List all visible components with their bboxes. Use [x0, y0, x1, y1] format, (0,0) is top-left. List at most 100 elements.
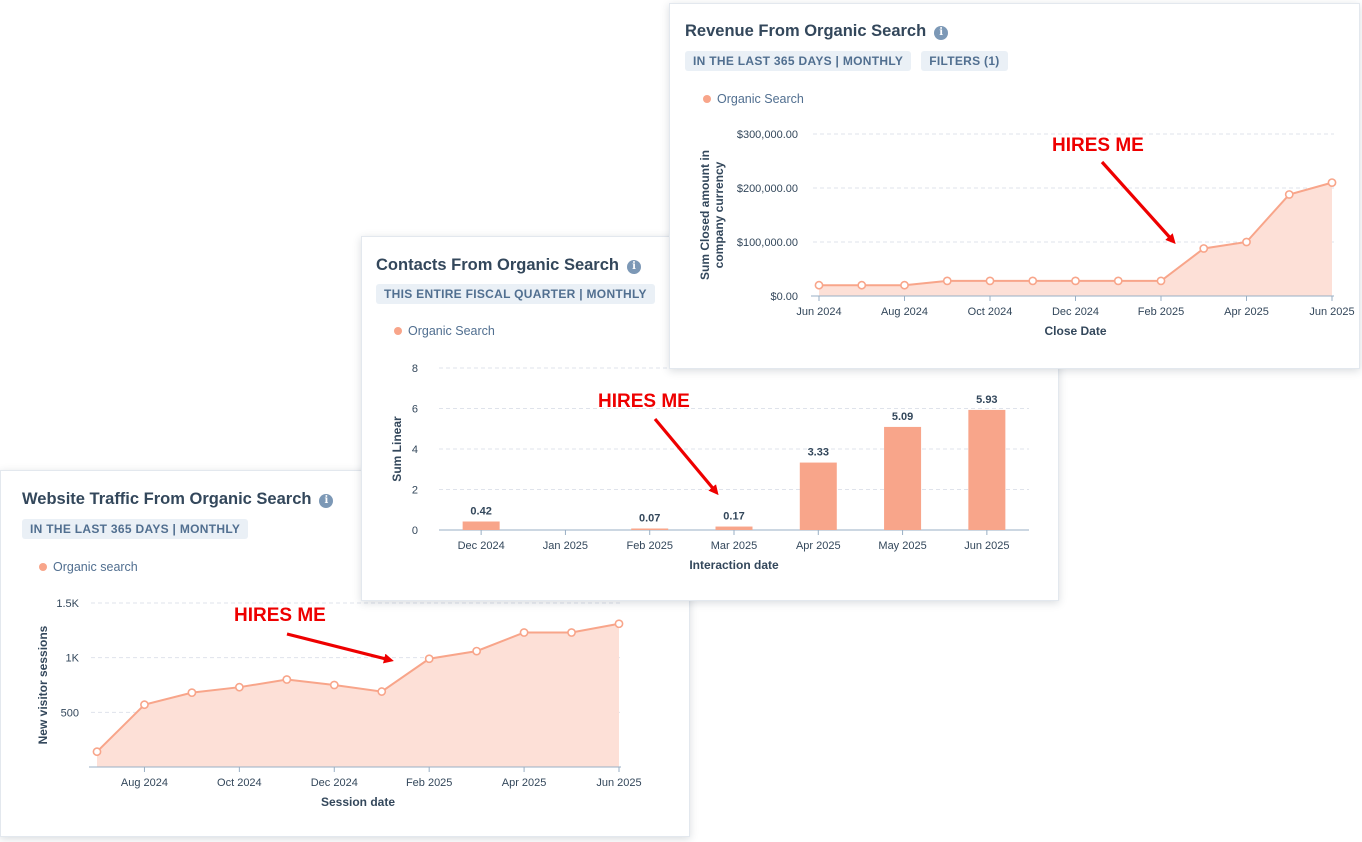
data-point: [424, 654, 434, 664]
contacts-chart: 0 2 4 6 8 0.42 Dec 2024 Jan 2025 0.07 Feb 2025 0.1…: [390, 363, 1029, 572]
chart-legend[interactable]: Organic Search: [703, 92, 804, 106]
card-title-text: Website Traffic From Organic Search: [22, 490, 312, 508]
legend-label: Organic Search: [717, 92, 804, 106]
x-tick-label: Dec 2024: [458, 540, 505, 552]
x-tick-label: Dec 2024: [311, 777, 358, 789]
x-tick-label: Jun 2025: [596, 777, 641, 789]
data-point: [329, 680, 339, 690]
legend-label: Organic search: [53, 560, 138, 574]
revenue-chart: $0.00 $100,000.00 $200,000.00 $300,000.00 Ju…: [698, 129, 1355, 338]
date-range-pill[interactable]: IN THE LAST 365 DAYS | MONTHLY: [22, 519, 249, 539]
series-line: [96, 622, 620, 753]
data-label: 0.42: [470, 505, 491, 517]
data-point: [857, 280, 867, 290]
data-point: [1028, 276, 1038, 286]
legend-dot: [39, 563, 47, 571]
y-tick-label: 500: [61, 707, 79, 719]
legend-dot: [394, 327, 402, 335]
data-point: [472, 646, 482, 656]
x-axis-title: Interaction date: [689, 558, 779, 572]
card-title: Website Traffic From Organic Search i: [22, 490, 334, 509]
y-tick-label: 0: [412, 525, 418, 537]
date-range-pill[interactable]: IN THE LAST 365 DAYS | MONTHLY: [685, 51, 912, 71]
y-axis-title: company currency: [712, 161, 726, 268]
legend-label: Organic Search: [408, 324, 495, 338]
x-tick-label: Aug 2024: [121, 777, 168, 789]
x-tick-label: Apr 2025: [796, 540, 841, 552]
filter-pills: THIS ENTIRE FISCAL QUARTER | MONTHLY: [376, 284, 665, 304]
data-point: [1113, 276, 1123, 286]
data-point: [519, 628, 529, 637]
x-tick-label: Jun 2025: [964, 540, 1009, 552]
bar: [799, 462, 837, 530]
legend-dot: [703, 95, 711, 103]
y-tick-label: $100,000.00: [737, 237, 798, 249]
date-range-pill[interactable]: THIS ENTIRE FISCAL QUARTER | MONTHLY: [376, 284, 655, 304]
data-point: [1071, 276, 1080, 286]
y-axis-title: Sum Closed amount in: [698, 150, 712, 280]
bar: [462, 521, 500, 530]
data-point: [567, 628, 576, 637]
y-tick-label: $300,000.00: [737, 129, 798, 141]
y-tick-label: 4: [412, 444, 418, 456]
x-tick-label: Dec 2024: [1052, 306, 1099, 318]
card-title: Revenue From Organic Search i: [685, 22, 949, 41]
data-point: [814, 280, 824, 290]
data-point: [377, 687, 387, 696]
x-tick-label: Apr 2025: [502, 777, 547, 789]
y-tick-label: 1K: [66, 653, 80, 665]
data-point: [92, 747, 102, 757]
card-title: Contacts From Organic Search i: [376, 256, 641, 275]
filter-pills: IN THE LAST 365 DAYS | MONTHLY FILTERS (1…: [685, 51, 1018, 71]
filter-pills: IN THE LAST 365 DAYS | MONTHLY: [22, 519, 258, 539]
x-tick-label: Jun 2024: [796, 306, 841, 318]
y-tick-label: 2: [412, 485, 418, 497]
data-point: [985, 276, 995, 286]
y-tick-label: 1.5K: [56, 598, 79, 610]
info-icon[interactable]: i: [319, 494, 334, 508]
x-tick-label: May 2025: [878, 540, 926, 552]
data-point: [1199, 244, 1209, 253]
x-tick-label: Apr 2025: [1224, 306, 1269, 318]
data-point: [1327, 178, 1337, 187]
annotation-label: HIRES ME: [1052, 135, 1144, 156]
data-point: [187, 688, 197, 698]
x-tick-label: Mar 2025: [711, 540, 757, 552]
bar: [968, 409, 1006, 530]
data-label: 5.93: [976, 394, 997, 406]
y-tick-label: 8: [412, 363, 418, 375]
x-tick-label: Oct 2024: [968, 306, 1013, 318]
data-point: [1156, 276, 1166, 286]
chart-legend[interactable]: Organic Search: [394, 324, 495, 338]
info-icon[interactable]: i: [626, 260, 641, 274]
y-axis-title: New visitor sessions: [36, 625, 50, 744]
data-label: 0.17: [723, 511, 744, 523]
chart-legend[interactable]: Organic search: [39, 560, 138, 574]
x-axis-title: Close Date: [1044, 324, 1106, 338]
series-area: [819, 182, 1332, 296]
data-point: [1284, 190, 1294, 199]
x-tick-label: Feb 2025: [406, 777, 452, 789]
y-axis-title: Sum Linear: [390, 416, 404, 482]
annotation-label: HIRES ME: [234, 605, 326, 626]
card-title-text: Contacts From Organic Search: [376, 256, 619, 274]
data-label: 5.09: [892, 411, 913, 423]
x-tick-label: Oct 2024: [217, 777, 262, 789]
data-point: [1242, 237, 1251, 247]
x-tick-label: Feb 2025: [626, 540, 672, 552]
x-tick-label: Feb 2025: [1138, 306, 1184, 318]
traffic-chart: 500 1K 1.5K Aug 2024 Oct 2024 Dec 2024 Feb 202…: [36, 598, 642, 809]
data-point: [282, 675, 292, 684]
data-label: 3.33: [808, 447, 829, 459]
info-icon[interactable]: i: [934, 26, 949, 40]
filters-pill[interactable]: FILTERS (1): [921, 51, 1008, 71]
x-axis-title: Session date: [321, 795, 395, 809]
card-title-text: Revenue From Organic Search: [685, 22, 927, 40]
data-point: [614, 619, 624, 629]
x-tick-label: Jan 2025: [543, 540, 588, 552]
y-tick-label: $0.00: [770, 291, 798, 303]
series-area: [97, 623, 619, 767]
data-point: [900, 280, 909, 290]
x-tick-label: Jun 2025: [1309, 306, 1354, 318]
annotation-label: HIRES ME: [598, 391, 690, 412]
